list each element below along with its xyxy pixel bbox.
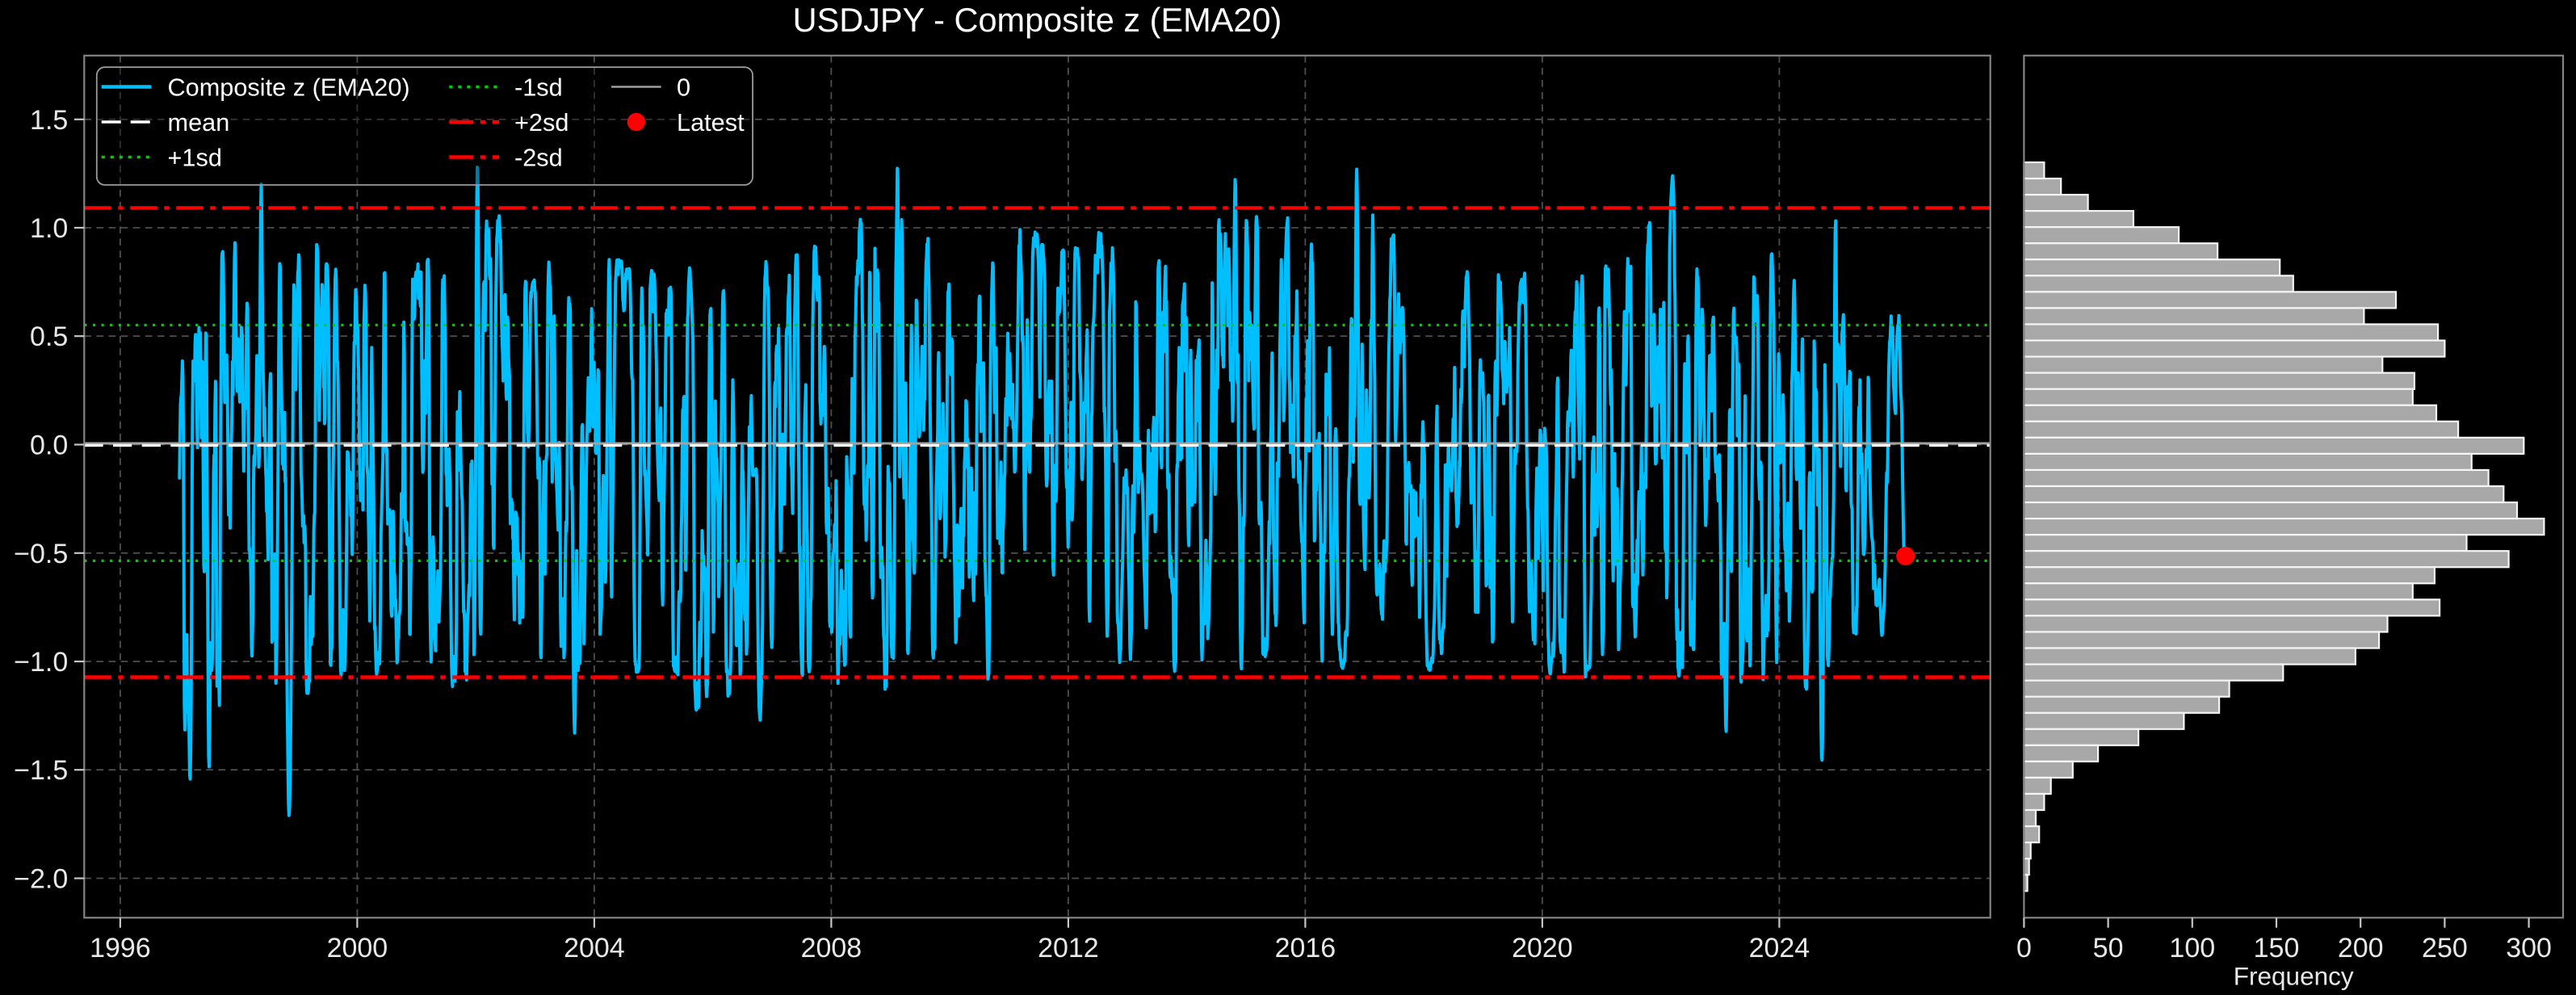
svg-text:300: 300 <box>2506 933 2552 964</box>
svg-text:1.5: 1.5 <box>30 105 68 136</box>
svg-text:−0.5: −0.5 <box>14 539 68 569</box>
svg-text:2000: 2000 <box>327 933 388 964</box>
svg-text:1996: 1996 <box>90 933 151 964</box>
svg-text:mean: mean <box>168 108 230 136</box>
svg-text:2024: 2024 <box>1749 933 1810 964</box>
svg-text:−1.0: −1.0 <box>14 647 68 678</box>
svg-text:1.0: 1.0 <box>30 213 68 244</box>
svg-text:2008: 2008 <box>801 933 862 964</box>
svg-text:+2sd: +2sd <box>514 108 568 136</box>
svg-text:2016: 2016 <box>1275 933 1336 964</box>
svg-text:+1sd: +1sd <box>168 144 222 172</box>
svg-text:0: 0 <box>677 73 690 102</box>
svg-text:200: 200 <box>2338 933 2384 964</box>
svg-text:−1.5: −1.5 <box>14 755 68 786</box>
svg-text:0: 0 <box>2016 933 2032 964</box>
svg-text:Latest: Latest <box>677 108 745 136</box>
svg-text:250: 250 <box>2422 933 2468 964</box>
svg-text:2020: 2020 <box>1512 933 1573 964</box>
svg-text:Composite z (EMA20): Composite z (EMA20) <box>168 73 410 102</box>
svg-text:50: 50 <box>2093 933 2124 964</box>
svg-text:0.5: 0.5 <box>30 321 68 352</box>
svg-text:2004: 2004 <box>564 933 625 964</box>
svg-text:−2.0: −2.0 <box>14 864 68 895</box>
svg-text:2012: 2012 <box>1038 933 1099 964</box>
svg-text:USDJPY - Composite z (EMA20): USDJPY - Composite z (EMA20) <box>793 1 1282 39</box>
svg-text:-2sd: -2sd <box>514 144 563 172</box>
svg-text:-1sd: -1sd <box>514 73 563 102</box>
svg-text:0.0: 0.0 <box>30 430 68 461</box>
svg-text:Frequency: Frequency <box>2234 962 2354 991</box>
svg-text:150: 150 <box>2254 933 2300 964</box>
svg-text:100: 100 <box>2169 933 2215 964</box>
